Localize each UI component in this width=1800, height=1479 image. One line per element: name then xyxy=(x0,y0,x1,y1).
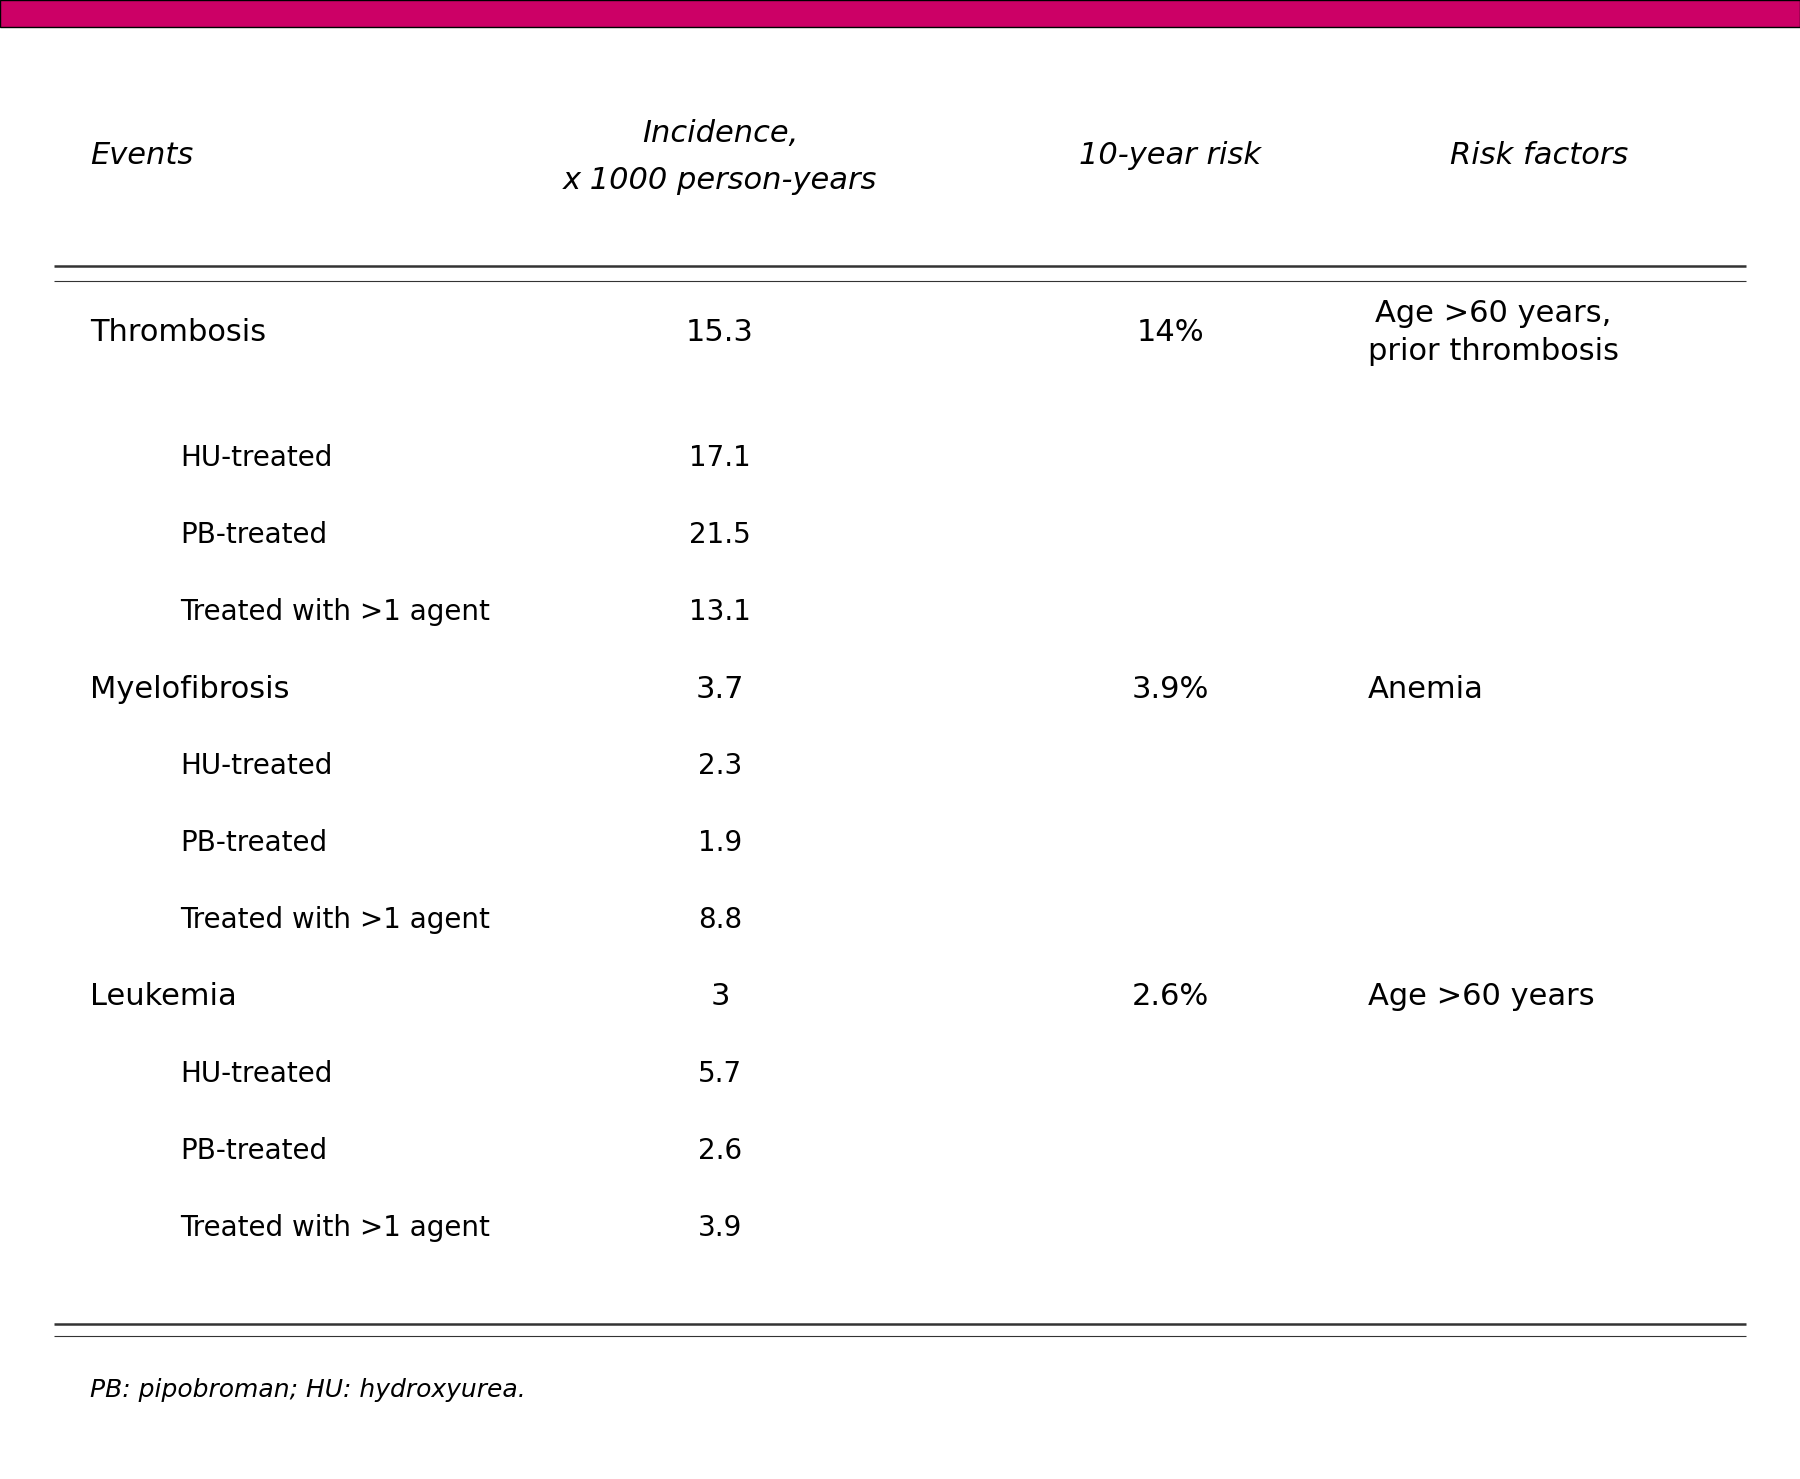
Text: Treated with >1 agent: Treated with >1 agent xyxy=(180,1214,490,1241)
Text: Treated with >1 agent: Treated with >1 agent xyxy=(180,907,490,933)
Text: 2.3: 2.3 xyxy=(698,753,742,779)
Text: 2.6%: 2.6% xyxy=(1132,982,1208,1012)
Text: Age >60 years: Age >60 years xyxy=(1368,982,1595,1012)
Text: x 1000 person-years: x 1000 person-years xyxy=(563,166,877,195)
FancyBboxPatch shape xyxy=(0,0,1800,27)
Text: 15.3: 15.3 xyxy=(686,318,754,348)
Text: 13.1: 13.1 xyxy=(689,599,751,626)
Text: PB: pipobroman; HU: hydroxyurea.: PB: pipobroman; HU: hydroxyurea. xyxy=(90,1378,526,1402)
Text: 3.9: 3.9 xyxy=(698,1214,742,1241)
Text: 3.9%: 3.9% xyxy=(1132,674,1208,704)
Text: Incidence,: Incidence, xyxy=(643,118,797,148)
Text: 21.5: 21.5 xyxy=(689,522,751,549)
Text: HU-treated: HU-treated xyxy=(180,445,333,472)
Text: 10-year risk: 10-year risk xyxy=(1078,141,1262,170)
Text: PB-treated: PB-treated xyxy=(180,522,328,549)
Text: Risk factors: Risk factors xyxy=(1449,141,1629,170)
Text: 1.9: 1.9 xyxy=(698,830,742,856)
Text: 2.6: 2.6 xyxy=(698,1137,742,1164)
Text: 8.8: 8.8 xyxy=(698,907,742,933)
Text: PB-treated: PB-treated xyxy=(180,1137,328,1164)
Text: HU-treated: HU-treated xyxy=(180,753,333,779)
Text: 14%: 14% xyxy=(1136,318,1204,348)
Text: 5.7: 5.7 xyxy=(698,1060,742,1087)
Text: Myelofibrosis: Myelofibrosis xyxy=(90,674,290,704)
Text: 3: 3 xyxy=(711,982,729,1012)
Text: HU-treated: HU-treated xyxy=(180,1060,333,1087)
Text: 17.1: 17.1 xyxy=(689,445,751,472)
Text: Thrombosis: Thrombosis xyxy=(90,318,266,348)
Text: Events: Events xyxy=(90,141,193,170)
Text: Anemia: Anemia xyxy=(1368,674,1483,704)
Text: PB-treated: PB-treated xyxy=(180,830,328,856)
Text: 3.7: 3.7 xyxy=(697,674,743,704)
Text: Leukemia: Leukemia xyxy=(90,982,238,1012)
Text: Age >60 years,
prior thrombosis: Age >60 years, prior thrombosis xyxy=(1368,299,1618,367)
Text: Treated with >1 agent: Treated with >1 agent xyxy=(180,599,490,626)
